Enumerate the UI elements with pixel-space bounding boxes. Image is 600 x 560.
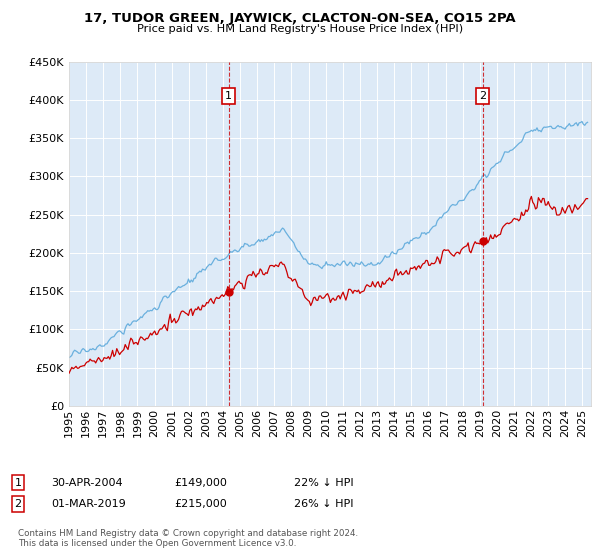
Text: 2: 2 xyxy=(14,499,22,509)
Text: 1: 1 xyxy=(225,91,232,101)
Text: 01-MAR-2019: 01-MAR-2019 xyxy=(51,499,126,509)
Text: 2: 2 xyxy=(479,91,486,101)
Text: 17, TUDOR GREEN, JAYWICK, CLACTON-ON-SEA, CO15 2PA: 17, TUDOR GREEN, JAYWICK, CLACTON-ON-SEA… xyxy=(84,12,516,25)
Text: Price paid vs. HM Land Registry's House Price Index (HPI): Price paid vs. HM Land Registry's House … xyxy=(137,24,463,34)
Text: Contains HM Land Registry data © Crown copyright and database right 2024.
This d: Contains HM Land Registry data © Crown c… xyxy=(18,529,358,548)
Text: 22% ↓ HPI: 22% ↓ HPI xyxy=(294,478,353,488)
Text: £149,000: £149,000 xyxy=(174,478,227,488)
Text: 26% ↓ HPI: 26% ↓ HPI xyxy=(294,499,353,509)
Text: £215,000: £215,000 xyxy=(174,499,227,509)
Text: 30-APR-2004: 30-APR-2004 xyxy=(51,478,122,488)
Text: 1: 1 xyxy=(14,478,22,488)
